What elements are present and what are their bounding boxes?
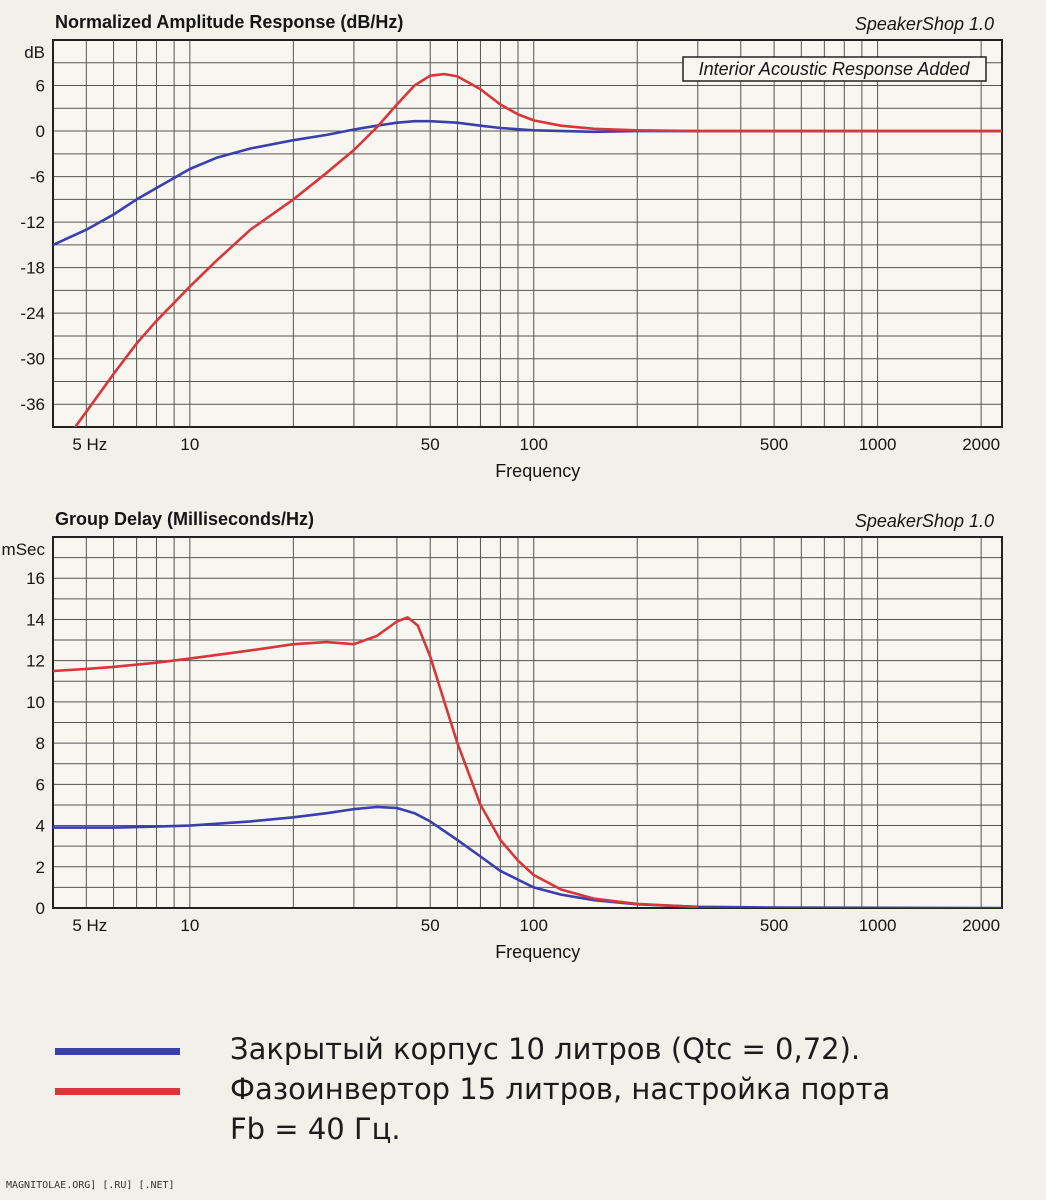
c1-series-line-1 (53, 616, 698, 908)
c0-y-tick-label-2: -6 (30, 168, 45, 187)
c1-y-tick-label-6: 12 (26, 652, 45, 671)
legend-label-ported-line2: Fb = 40 Гц. (230, 1112, 401, 1146)
legend-label-ported: Фазоинвертор 15 литров, настройка порта (230, 1072, 891, 1106)
c0-x-axis-label: Frequency (495, 461, 580, 481)
c1-x-tick-label-4: 500 (760, 916, 788, 935)
c0-plot-frame (52, 39, 1003, 428)
c0-x-tick-label-1: 10 (180, 435, 199, 454)
c1-plot-frame (52, 536, 1003, 909)
c0-x-tick-label-2: 50 (421, 435, 440, 454)
c0-x-tick-label-4: 500 (760, 435, 788, 454)
c0-x-tick-label-0: 5 Hz (72, 435, 107, 454)
c0-series-line-1 (73, 72, 1002, 427)
legend: Закрытый корпус 10 литров (Qtc = 0,72). … (50, 1030, 1030, 1150)
c0-annotation-text: Interior Acoustic Response Added (699, 59, 971, 79)
c1-y-tick-label-2: 4 (36, 817, 45, 836)
c1-y-tick-label-8: 16 (26, 569, 45, 588)
legend-swatch-sealed (55, 1048, 180, 1055)
c1-grid (53, 537, 1002, 908)
c0-x-tick-label-6: 2000 (962, 435, 1000, 454)
c1-y-tick-label-4: 8 (36, 734, 45, 753)
c0-y-axis-unit: dB (24, 43, 45, 62)
c1-y-tick-label-0: 0 (36, 899, 45, 918)
c0-plot-area (53, 40, 1002, 427)
c1-x-tick-label-3: 100 (520, 916, 548, 935)
c1-y-tick-label-1: 2 (36, 858, 45, 877)
c0-y-tick-label-3: -12 (20, 213, 45, 232)
c0-annotation-box (682, 56, 987, 82)
legend-item-sealed: Закрытый корпус 10 литров (Qtc = 0,72). (50, 1030, 1030, 1070)
c1-x-tick-label-6: 2000 (962, 916, 1000, 935)
c1-x-tick-label-1: 10 (180, 916, 199, 935)
c0-y-tick-label-5: -24 (20, 304, 45, 323)
c1-chart-title: Group Delay (Milliseconds/Hz) (55, 509, 314, 529)
c1-x-tick-label-0: 5 Hz (72, 916, 107, 935)
c0-y-tick-label-1: 0 (36, 122, 45, 141)
c1-x-tick-label-2: 50 (421, 916, 440, 935)
c1-y-tick-label-7: 14 (26, 610, 45, 629)
c1-y-axis-unit: mSec (2, 540, 46, 559)
legend-label-sealed: Закрытый корпус 10 литров (Qtc = 0,72). (230, 1032, 861, 1066)
c1-y-tick-label-5: 10 (26, 693, 45, 712)
c0-y-tick-label-6: -30 (20, 350, 45, 369)
c0-series-line-0 (53, 119, 1002, 247)
c0-annotation: Interior Acoustic Response Added (682, 56, 987, 82)
c0-y-tick-label-0: 6 (36, 77, 45, 96)
c1-x-tick-label-5: 1000 (859, 916, 897, 935)
c0-brand-label: SpeakerShop 1.0 (855, 14, 994, 34)
c0-y-tick-label-7: -36 (20, 395, 45, 414)
legend-item-ported-line2: Fb = 40 Гц. (50, 1110, 1030, 1150)
footer-watermark: MAGNITOLAЕ.ORG] [.RU] [.NET] (6, 1180, 175, 1191)
c0-x-tick-label-5: 1000 (859, 435, 897, 454)
c0-chart-title: Normalized Amplitude Response (dB/Hz) (55, 12, 403, 32)
c1-x-axis-label: Frequency (495, 942, 580, 962)
legend-item-ported: Фазоинвертор 15 литров, настройка порта (50, 1070, 1030, 1110)
c1-y-tick-label-3: 6 (36, 775, 45, 794)
c0-x-tick-label-3: 100 (520, 435, 548, 454)
c1-brand-label: SpeakerShop 1.0 (855, 511, 994, 531)
legend-swatch-ported (55, 1088, 180, 1095)
group-delay-chart: 0 2 4 6 8 10 12 14 16 mSec 5 Hz 10 50 100 500 1000 2000 F… (2, 509, 1003, 962)
c0-y-tick-label-4: -18 (20, 259, 45, 278)
amplitude-response-chart: 6 0 -6 -12 -18 -24 -30 -36 dB 5 Hz 10 50 100 500 1000 2… (20, 12, 1003, 481)
